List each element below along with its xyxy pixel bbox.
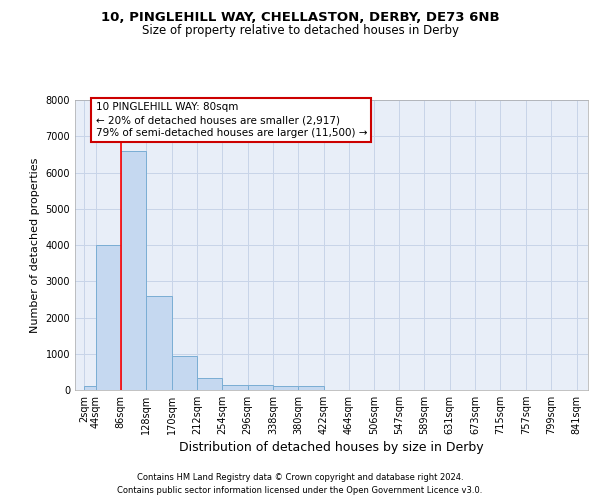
Text: Size of property relative to detached houses in Derby: Size of property relative to detached ho… (142, 24, 458, 37)
Bar (172, 356, 197, 390)
Bar (273, 386, 298, 390)
Bar (248, 386, 273, 390)
Text: 10 PINGLEHILL WAY: 80sqm
← 20% of detached houses are smaller (2,917)
79% of sem: 10 PINGLEHILL WAY: 80sqm ← 20% of detach… (95, 102, 367, 138)
Bar (121, 151, 146, 390)
Text: Contains public sector information licensed under the Open Government Licence v3: Contains public sector information licen… (118, 486, 482, 495)
X-axis label: Distribution of detached houses by size in Derby: Distribution of detached houses by size … (179, 442, 484, 454)
Bar (222, 385, 248, 390)
Y-axis label: Number of detached properties: Number of detached properties (30, 158, 40, 332)
Bar (146, 296, 172, 390)
Bar (298, 386, 323, 390)
Bar (197, 378, 222, 390)
Bar (95, 245, 121, 390)
Bar (84, 386, 95, 390)
Text: Contains HM Land Registry data © Crown copyright and database right 2024.: Contains HM Land Registry data © Crown c… (137, 472, 463, 482)
Text: 10, PINGLEHILL WAY, CHELLASTON, DERBY, DE73 6NB: 10, PINGLEHILL WAY, CHELLASTON, DERBY, D… (101, 11, 499, 24)
